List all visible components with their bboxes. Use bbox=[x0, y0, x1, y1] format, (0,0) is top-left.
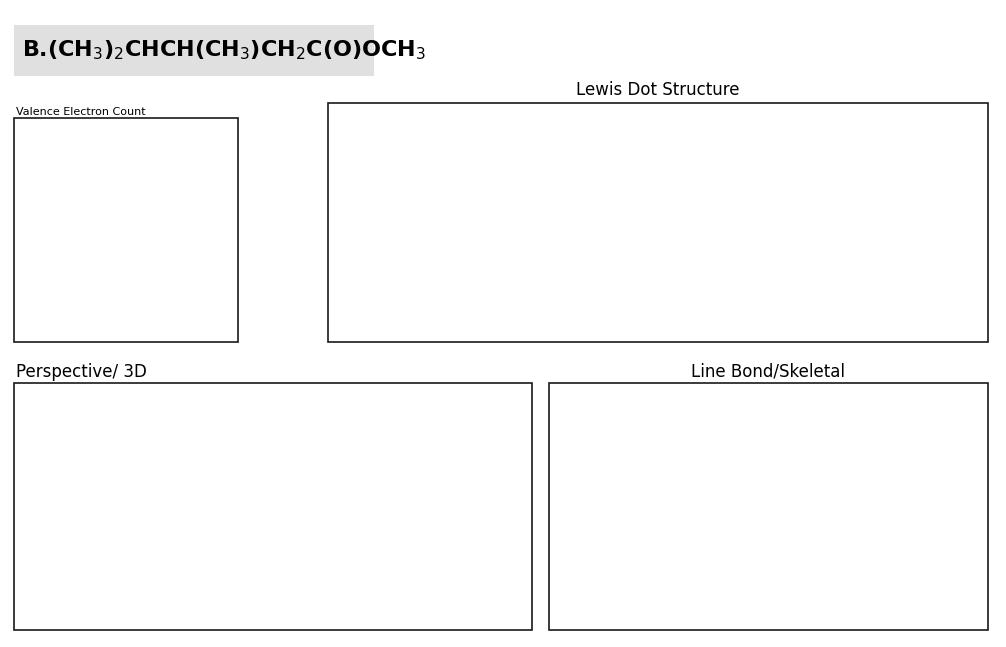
Bar bbox=[328, 103, 988, 342]
Text: B.(CH$_3$)$_2$CHCH(CH$_3$)CH$_2$C(O)OCH$_3$: B.(CH$_3$)$_2$CHCH(CH$_3$)CH$_2$C(O)OCH$… bbox=[22, 39, 426, 62]
Text: Perspective/ 3D: Perspective/ 3D bbox=[16, 363, 147, 381]
Text: Lewis Dot Structure: Lewis Dot Structure bbox=[576, 81, 739, 99]
Bar bbox=[549, 383, 988, 630]
Text: Line Bond/Skeletal: Line Bond/Skeletal bbox=[691, 363, 845, 381]
Bar bbox=[14, 25, 374, 76]
Bar bbox=[14, 383, 532, 630]
Text: Valence Electron Count: Valence Electron Count bbox=[16, 107, 146, 117]
Bar bbox=[14, 118, 238, 342]
